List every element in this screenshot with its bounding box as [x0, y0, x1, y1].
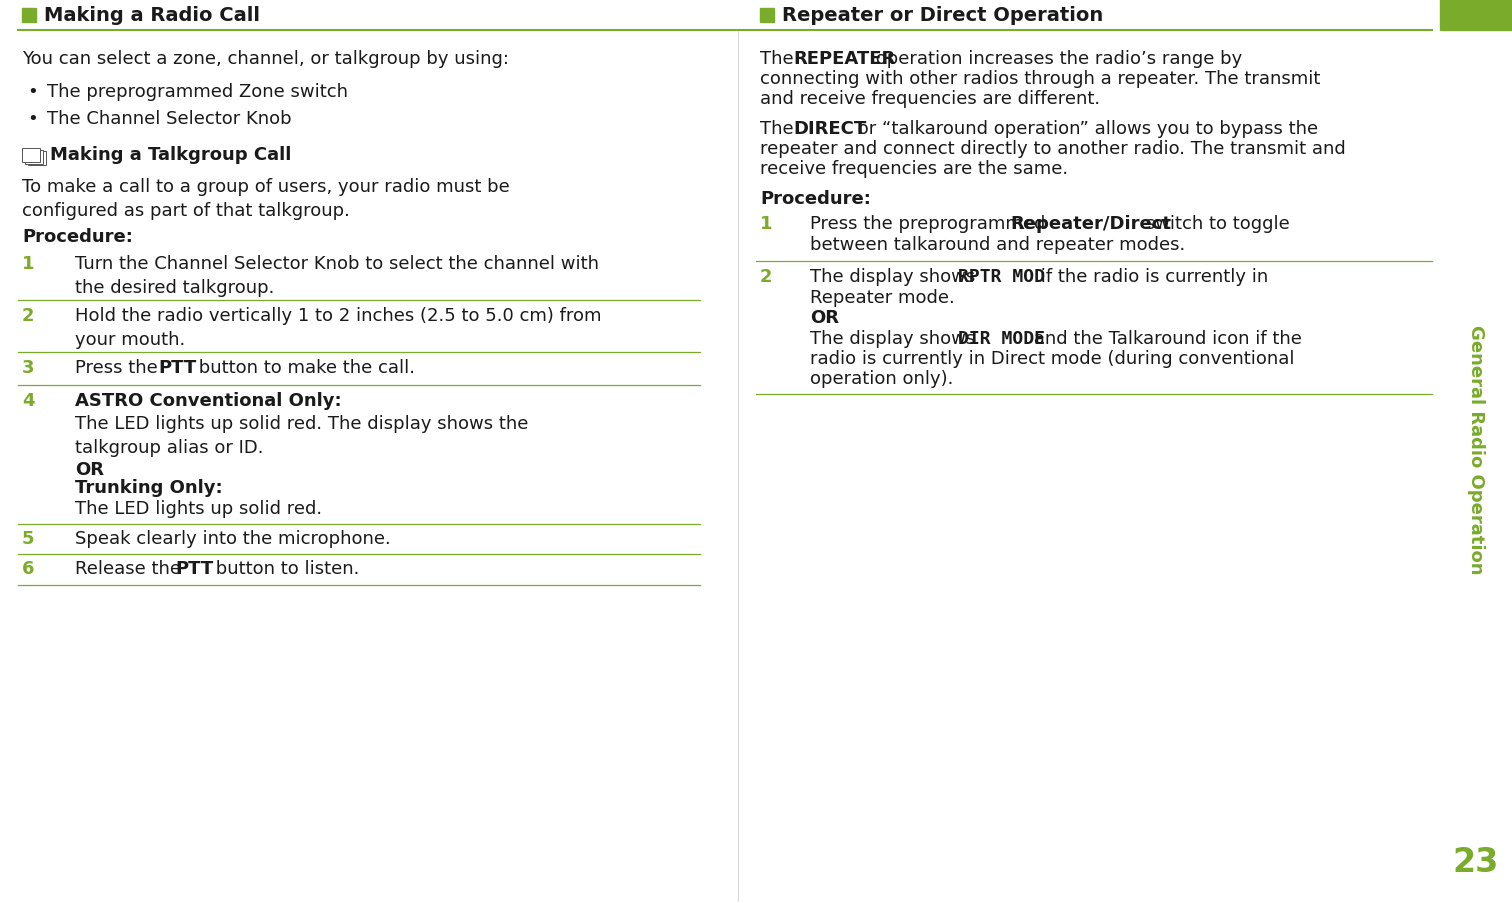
Text: REPEATER: REPEATER: [792, 50, 895, 68]
Text: Release the: Release the: [76, 560, 187, 578]
Text: button to listen.: button to listen.: [210, 560, 360, 578]
Text: Speak clearly into the microphone.: Speak clearly into the microphone.: [76, 530, 390, 548]
Text: You can select a zone, channel, or talkgroup by using:: You can select a zone, channel, or talkg…: [23, 50, 510, 68]
Text: Procedure:: Procedure:: [23, 228, 133, 246]
Text: or “talkaround operation” allows you to bypass the: or “talkaround operation” allows you to …: [851, 120, 1318, 138]
FancyBboxPatch shape: [29, 151, 45, 165]
Text: 5: 5: [23, 530, 35, 548]
Text: repeater and connect directly to another radio. The transmit and: repeater and connect directly to another…: [761, 140, 1346, 158]
Text: PTT: PTT: [175, 560, 213, 578]
Text: operation only).: operation only).: [810, 370, 954, 388]
Text: Hold the radio vertically 1 to 2 inches (2.5 to 5.0 cm) from
your mouth.: Hold the radio vertically 1 to 2 inches …: [76, 307, 602, 348]
Text: 1: 1: [23, 255, 35, 273]
Text: The LED lights up solid red. The display shows the
talkgroup alias or ID.: The LED lights up solid red. The display…: [76, 415, 528, 456]
Text: connecting with other radios through a repeater. The transmit: connecting with other radios through a r…: [761, 70, 1320, 88]
Text: The LED lights up solid red.: The LED lights up solid red.: [76, 500, 322, 518]
Text: The display shows: The display shows: [810, 330, 981, 348]
Text: OR: OR: [810, 309, 839, 327]
Text: button to make the call.: button to make the call.: [194, 359, 414, 377]
FancyBboxPatch shape: [23, 148, 39, 162]
Text: ASTRO Conventional Only:: ASTRO Conventional Only:: [76, 392, 342, 410]
Text: DIRECT: DIRECT: [792, 120, 866, 138]
Text: Repeater mode.: Repeater mode.: [810, 289, 954, 307]
Text: DIR MODE: DIR MODE: [959, 330, 1045, 348]
Text: 4: 4: [23, 392, 35, 410]
Text: The Channel Selector Knob: The Channel Selector Knob: [47, 110, 292, 128]
Text: Press the: Press the: [76, 359, 163, 377]
Text: operation increases the radio’s range by: operation increases the radio’s range by: [869, 50, 1243, 68]
Text: if the radio is currently in: if the radio is currently in: [1036, 268, 1269, 286]
Bar: [23, 8, 36, 22]
Text: 6: 6: [23, 560, 35, 578]
Text: 3: 3: [23, 359, 35, 377]
Text: 23: 23: [1453, 845, 1500, 879]
Text: 1: 1: [761, 215, 773, 233]
Text: The preprogrammed Zone switch: The preprogrammed Zone switch: [47, 83, 348, 101]
Text: Making a Talkgroup Call: Making a Talkgroup Call: [50, 146, 292, 164]
Text: Repeater/Direct: Repeater/Direct: [1010, 215, 1170, 233]
Bar: [1439, 0, 1512, 30]
Text: and the Talkaround icon if the: and the Talkaround icon if the: [1028, 330, 1302, 348]
Text: radio is currently in Direct mode (during conventional: radio is currently in Direct mode (durin…: [810, 350, 1294, 368]
Text: Repeater or Direct Operation: Repeater or Direct Operation: [782, 6, 1104, 25]
Text: Procedure:: Procedure:: [761, 190, 871, 208]
Text: RPTR MOD: RPTR MOD: [959, 268, 1045, 286]
Text: receive frequencies are the same.: receive frequencies are the same.: [761, 160, 1067, 178]
Text: •: •: [27, 110, 38, 128]
Text: Trunking Only:: Trunking Only:: [76, 479, 222, 497]
Text: between talkaround and repeater modes.: between talkaround and repeater modes.: [810, 236, 1185, 254]
Text: Making a Radio Call: Making a Radio Call: [44, 6, 260, 25]
Text: •: •: [27, 83, 38, 101]
Text: switch to toggle: switch to toggle: [1140, 215, 1290, 233]
Text: The display shows: The display shows: [810, 268, 981, 286]
Text: 2: 2: [23, 307, 35, 325]
Bar: [761, 8, 774, 22]
Text: The: The: [761, 120, 800, 138]
Text: 2: 2: [761, 268, 773, 286]
Text: PTT: PTT: [157, 359, 197, 377]
Text: Turn the Channel Selector Knob to select the channel with
the desired talkgroup.: Turn the Channel Selector Knob to select…: [76, 255, 599, 297]
Text: OR: OR: [76, 461, 104, 479]
FancyBboxPatch shape: [26, 150, 42, 163]
Text: The: The: [761, 50, 800, 68]
Text: and receive frequencies are different.: and receive frequencies are different.: [761, 90, 1101, 108]
Text: General Radio Operation: General Radio Operation: [1467, 326, 1485, 575]
Text: Press the preprogrammed: Press the preprogrammed: [810, 215, 1051, 233]
Text: To make a call to a group of users, your radio must be
configured as part of tha: To make a call to a group of users, your…: [23, 178, 510, 219]
